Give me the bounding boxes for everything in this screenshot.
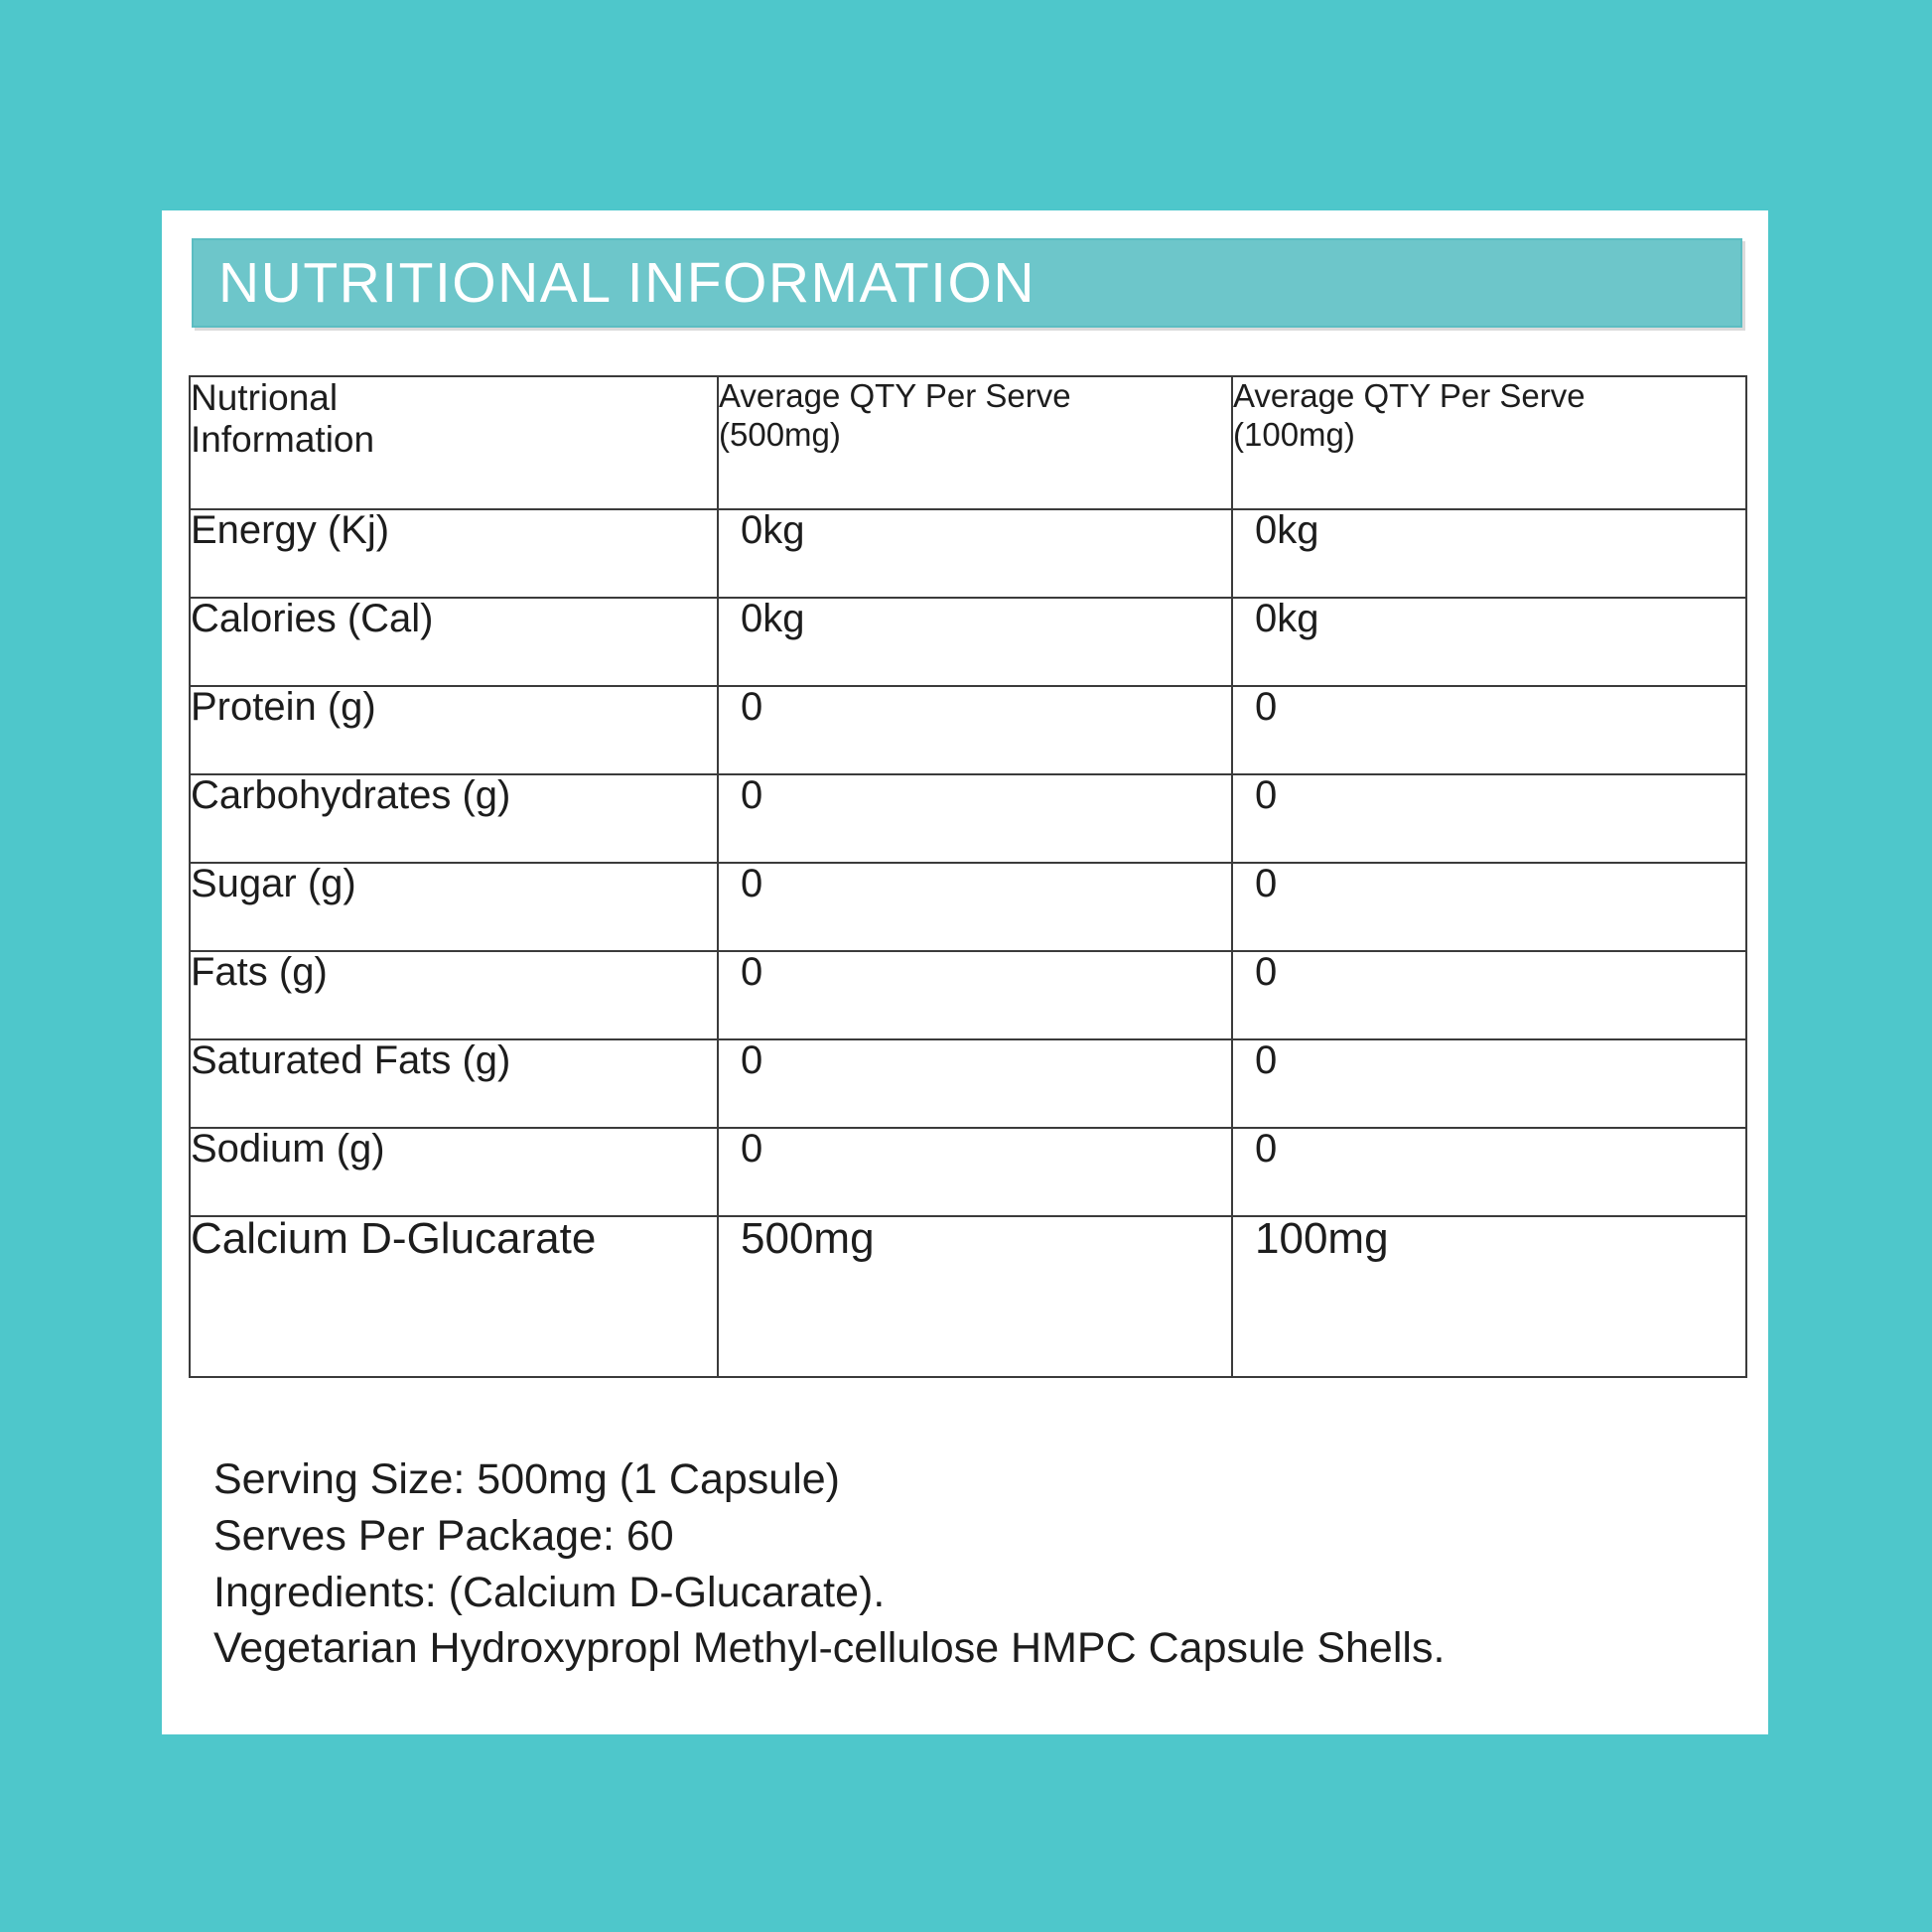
table-row: Sodium (g) 0 0 — [189, 1127, 1747, 1217]
column-header-per-500mg-line2: (500mg) — [719, 415, 841, 453]
table-row: Protein (g) 0 0 — [189, 685, 1747, 775]
table-header-row: Nutrional Information Average QTY Per Se… — [189, 375, 1747, 510]
nutrient-name: Sodium (g) — [189, 1127, 719, 1217]
column-header-nutrient-line2: Information — [191, 419, 375, 461]
nutrient-value-500mg: 0kg — [717, 508, 1233, 599]
nutrient-value-500mg: 0 — [717, 1038, 1233, 1129]
label-footer: Serving Size: 500mg (1 Capsule) Serves P… — [213, 1451, 1762, 1677]
nutrient-value-500mg: 0 — [717, 685, 1233, 775]
nutrient-value-100mg: 0 — [1231, 773, 1747, 864]
serving-size-text: Serving Size: 500mg (1 Capsule) — [213, 1455, 840, 1503]
nutrient-value-500mg: 0 — [717, 1127, 1233, 1217]
column-header-per-100mg: Average QTY Per Serve (100mg) — [1231, 375, 1747, 510]
nutrient-value-100mg: 0 — [1231, 950, 1747, 1040]
nutrient-value-100mg: 0kg — [1231, 508, 1747, 599]
ingredients-text: Ingredients: (Calcium D-Glucarate). — [213, 1568, 886, 1616]
nutrition-facts-table: Nutrional Information Average QTY Per Se… — [189, 375, 1747, 1378]
column-header-nutrient-line1: Nutrional — [191, 377, 339, 418]
table-row: Calcium D-Glucarate 500mg 100mg — [189, 1215, 1747, 1378]
column-header-per-100mg-line1: Average QTY Per Serve — [1233, 377, 1586, 414]
column-header-per-500mg: Average QTY Per Serve (500mg) — [717, 375, 1233, 510]
nutrient-value-100mg: 0 — [1231, 1038, 1747, 1129]
nutrient-value-100mg: 100mg — [1231, 1215, 1747, 1378]
nutrient-name: Calcium D-Glucarate — [189, 1215, 719, 1378]
nutrient-value-100mg: 0 — [1231, 1127, 1747, 1217]
nutrient-name: Fats (g) — [189, 950, 719, 1040]
serves-per-package-text: Serves Per Package: 60 — [213, 1511, 674, 1560]
nutrient-value-500mg: 0kg — [717, 597, 1233, 687]
nutrient-name: Sugar (g) — [189, 862, 719, 952]
column-header-nutrient: Nutrional Information — [189, 375, 719, 510]
nutrient-name: Saturated Fats (g) — [189, 1038, 719, 1129]
table-row: Saturated Fats (g) 0 0 — [189, 1038, 1747, 1129]
nutrient-name: Carbohydrates (g) — [189, 773, 719, 864]
table-row: Sugar (g) 0 0 — [189, 862, 1747, 952]
capsule-shells-text: Vegetarian Hydroxypropl Methyl-cellulose… — [213, 1624, 1446, 1673]
nutrient-name: Energy (Kj) — [189, 508, 719, 599]
nutrient-name: Calories (Cal) — [189, 597, 719, 687]
table-row: Carbohydrates (g) 0 0 — [189, 773, 1747, 864]
column-header-per-500mg-line1: Average QTY Per Serve — [719, 377, 1071, 414]
table-row: Energy (Kj) 0kg 0kg — [189, 508, 1747, 599]
nutrient-name: Protein (g) — [189, 685, 719, 775]
table-row: Fats (g) 0 0 — [189, 950, 1747, 1040]
nutrient-value-500mg: 0 — [717, 773, 1233, 864]
nutrient-value-500mg: 0 — [717, 950, 1233, 1040]
nutrient-value-500mg: 500mg — [717, 1215, 1233, 1378]
column-header-per-100mg-line2: (100mg) — [1233, 415, 1355, 453]
nutrient-value-100mg: 0 — [1231, 862, 1747, 952]
banner-title: NUTRITIONAL INFORMATION — [218, 250, 1035, 315]
nutrient-value-100mg: 0 — [1231, 685, 1747, 775]
nutritional-information-banner: NUTRITIONAL INFORMATION — [192, 238, 1742, 328]
table-row: Calories (Cal) 0kg 0kg — [189, 597, 1747, 687]
nutrient-value-500mg: 0 — [717, 862, 1233, 952]
nutrient-value-100mg: 0kg — [1231, 597, 1747, 687]
